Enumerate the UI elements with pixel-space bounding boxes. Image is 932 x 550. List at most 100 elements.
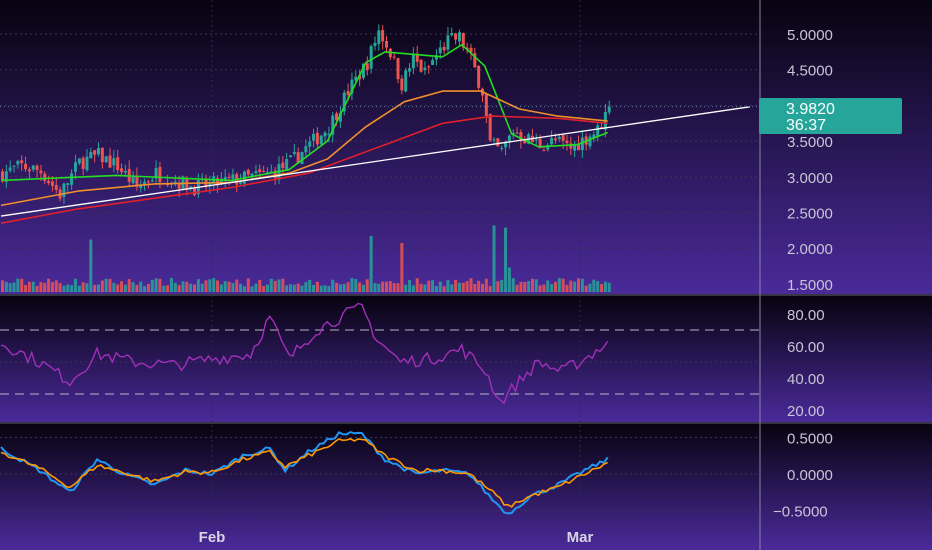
candle-body[interactable] [346, 91, 350, 95]
candle-body[interactable] [315, 132, 319, 145]
rsi-line[interactable] [0, 302, 609, 405]
candle-body[interactable] [557, 136, 561, 139]
candle-body[interactable] [588, 136, 592, 147]
macd-panel[interactable] [0, 431, 609, 515]
candle-body[interactable] [246, 169, 250, 175]
candle-body[interactable] [250, 173, 254, 176]
candle-body[interactable] [546, 145, 550, 150]
macd-line[interactable] [0, 431, 609, 515]
candle-body[interactable] [373, 42, 377, 46]
candle-body[interactable] [492, 139, 496, 141]
candle-body[interactable] [43, 173, 47, 182]
candle-body[interactable] [216, 178, 220, 186]
candle-body[interactable] [523, 140, 527, 144]
candle-body[interactable] [454, 33, 458, 40]
candle-body[interactable] [338, 112, 342, 122]
candle-body[interactable] [258, 169, 262, 172]
candle-body[interactable] [223, 177, 227, 181]
candle-body[interactable] [600, 126, 604, 129]
candle-body[interactable] [342, 92, 346, 112]
candle-body[interactable] [350, 79, 354, 94]
candle-body[interactable] [89, 152, 93, 159]
candle-body[interactable] [385, 40, 388, 48]
candle-body[interactable] [534, 139, 538, 141]
candle-body[interactable] [116, 157, 120, 171]
candle-body[interactable] [289, 155, 292, 158]
candle-body[interactable] [31, 165, 35, 170]
candle-body[interactable] [265, 172, 269, 174]
candle-body[interactable] [150, 180, 154, 182]
candle-body[interactable] [269, 171, 273, 173]
candle-body[interactable] [139, 185, 143, 189]
candle-body[interactable] [123, 170, 127, 173]
candle-body[interactable] [8, 167, 12, 171]
candle-body[interactable] [219, 178, 223, 184]
candle-body[interactable] [189, 186, 193, 188]
candle-body[interactable] [542, 150, 546, 152]
candle-body[interactable] [70, 173, 74, 185]
candle-body[interactable] [131, 176, 135, 184]
candle-body[interactable] [592, 134, 596, 139]
rsi-panel[interactable] [0, 302, 760, 405]
candle-body[interactable] [177, 182, 181, 189]
candle-body[interactable] [427, 66, 431, 68]
candle-body[interactable] [504, 141, 508, 148]
candle-body[interactable] [369, 46, 373, 69]
candle-body[interactable] [254, 171, 258, 174]
candle-body[interactable] [473, 53, 477, 68]
candle-body[interactable] [20, 160, 24, 164]
candle-body[interactable] [553, 138, 557, 141]
candle-body[interactable] [561, 135, 565, 141]
candle-body[interactable] [296, 152, 300, 163]
candle-body[interactable] [39, 170, 43, 174]
candle-body[interactable] [411, 54, 415, 69]
candle-body[interactable] [607, 106, 611, 113]
candle-body[interactable] [484, 94, 488, 116]
candle-body[interactable] [262, 170, 266, 172]
candle-body[interactable] [319, 135, 323, 145]
candle-body[interactable] [550, 138, 554, 145]
candle-body[interactable] [569, 143, 573, 149]
candle-body[interactable] [434, 55, 438, 60]
candle-body[interactable] [239, 181, 243, 184]
candle-body[interactable] [446, 35, 450, 50]
candle-body[interactable] [120, 168, 124, 172]
candle-body[interactable] [335, 113, 339, 121]
candle-body[interactable] [396, 58, 400, 80]
candle-body[interactable] [573, 143, 577, 151]
candle-body[interactable] [231, 174, 235, 179]
candle-body[interactable] [496, 138, 500, 147]
candle-body[interactable] [308, 141, 312, 147]
candle-body[interactable] [135, 175, 139, 187]
candle-body[interactable] [85, 156, 89, 171]
candle-body[interactable] [323, 132, 327, 137]
candle-body[interactable] [408, 68, 412, 72]
candle-body[interactable] [381, 29, 385, 42]
candle-body[interactable] [54, 185, 58, 190]
candle-body[interactable] [81, 157, 85, 169]
candle-body[interactable] [108, 155, 112, 168]
candle-body[interactable] [392, 56, 396, 58]
candle-body[interactable] [35, 165, 39, 170]
candle-body[interactable] [442, 46, 446, 51]
candle-body[interactable] [12, 165, 16, 167]
candle-body[interactable] [361, 63, 365, 78]
candle-body[interactable] [227, 176, 231, 178]
candle-body[interactable] [16, 160, 20, 165]
candle-body[interactable] [577, 143, 580, 151]
candle-body[interactable] [469, 47, 473, 53]
candle-body[interactable] [312, 133, 316, 141]
candle-body[interactable] [97, 148, 100, 155]
candle-body[interactable] [488, 113, 492, 141]
candle-body[interactable] [354, 76, 358, 81]
candle-body[interactable] [538, 138, 542, 149]
candle-body[interactable] [100, 147, 104, 163]
signal-line[interactable] [0, 437, 609, 508]
candle-body[interactable] [300, 152, 304, 164]
candle-body[interactable] [450, 33, 454, 36]
candle-body[interactable] [461, 33, 465, 48]
candle-body[interactable] [415, 53, 419, 62]
candle-body[interactable] [404, 70, 408, 92]
candle-body[interactable] [66, 183, 70, 186]
